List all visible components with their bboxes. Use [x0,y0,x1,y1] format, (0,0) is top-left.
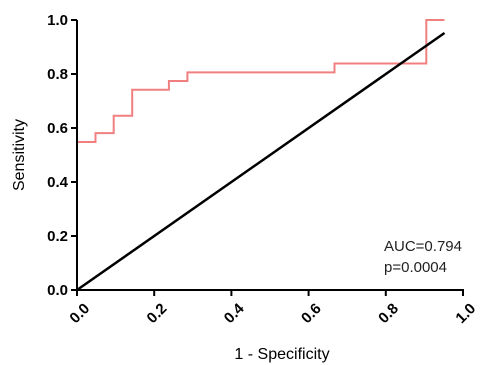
y-axis-title: Sensitivity [11,119,28,191]
x-tick-label: 0.0 [66,300,93,327]
axis-ticks: 0.0 0.2 0.4 0.6 0.8 1.0 0.0 0.2 0.4 0.6 0.8 1.0 [47,12,479,327]
y-tick-label: 0.6 [47,120,68,137]
x-tick-label: 0.4 [221,300,248,327]
y-tick-label: 0.2 [47,228,68,245]
p-value-annotation: p=0.0004 [384,259,447,276]
x-tick-label: 1.0 [452,300,479,327]
y-tick-label: 1.0 [47,12,68,29]
y-tick-label: 0.4 [47,174,69,191]
roc-curve-line [76,19,445,290]
auc-annotation: AUC=0.794 [384,238,462,255]
reference-diagonal-line [76,31,446,292]
y-tick-label: 0.0 [47,282,68,299]
x-axis-title: 1 - Specificity [234,346,329,363]
x-tick-label: 0.8 [375,300,402,327]
x-tick-label: 0.6 [298,300,325,327]
plot-lines [76,19,446,292]
x-tick-label: 0.2 [144,300,171,327]
y-tick-label: 0.8 [47,66,68,83]
